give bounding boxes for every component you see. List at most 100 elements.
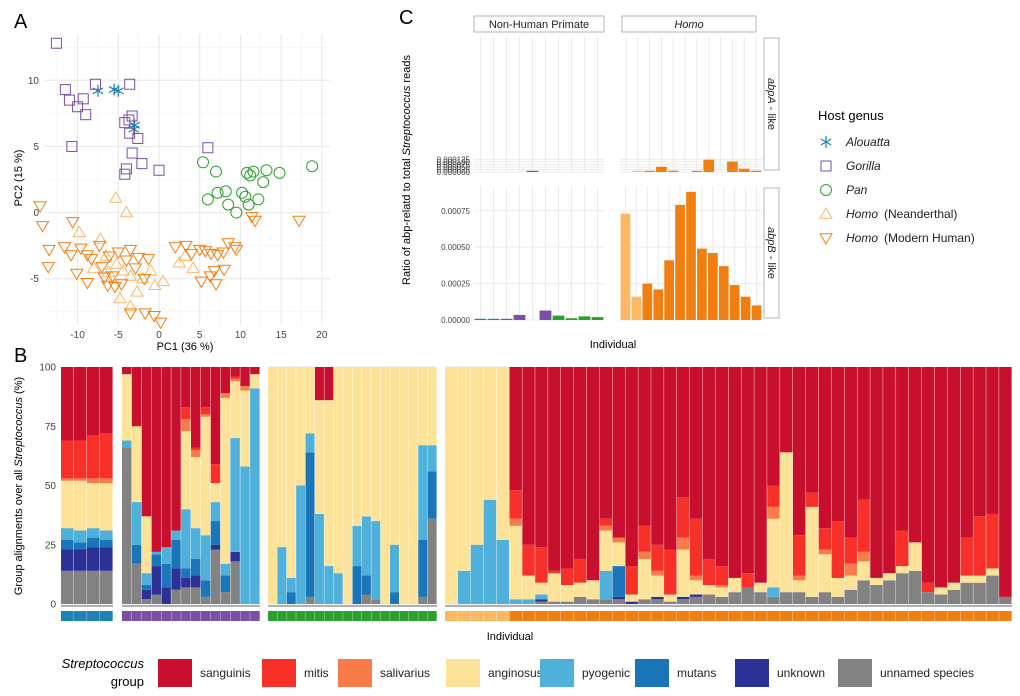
stack-segment-unnamed [741, 587, 755, 604]
host-strip-cell [427, 611, 437, 621]
legend-label: mutans [677, 666, 716, 680]
scatter-point [126, 110, 138, 122]
host-strip-cell [805, 611, 819, 621]
stack-segment-mitis [181, 407, 191, 420]
stack-segment-anginosus [883, 573, 897, 581]
scatter-point [207, 266, 222, 278]
marker-circle [306, 160, 319, 173]
stack-segment-sanguinis [230, 367, 241, 377]
marker-triangle-down [95, 262, 109, 274]
marker-triangle-down [178, 240, 193, 253]
stack-segment-mitis [535, 547, 549, 583]
stack-segment-anginosus [343, 367, 353, 604]
stack-segment-unknown [191, 575, 201, 588]
stack-segment-mitis [100, 433, 113, 479]
stack-segment-anginosus [844, 575, 858, 590]
scatter-point [50, 37, 62, 49]
stack-segment-unnamed [728, 592, 742, 604]
stack-segment-unnamed [831, 596, 845, 604]
stack-segment-pyogenic [131, 502, 142, 545]
stack-segment-sanguinis [870, 367, 884, 578]
stack-segment-sanguinis [844, 367, 858, 538]
stack-segment-anginosus [483, 367, 497, 500]
stack-segment-mitis [599, 518, 613, 526]
marker-triangle-down [108, 281, 122, 294]
scatter-point [113, 291, 127, 304]
stack-segment-unknown [230, 551, 241, 562]
stack-segment-anginosus [296, 367, 306, 486]
stack-segment-unnamed [986, 575, 1000, 604]
stack-segment-salivarius [230, 378, 241, 382]
scatter-point [196, 156, 209, 169]
y-tick-label: -5 [30, 274, 39, 285]
host-strip-cell [305, 611, 315, 621]
stack-segment-unnamed [934, 594, 948, 604]
stack-segment-anginosus [324, 400, 334, 567]
stack-segment-unnamed [973, 582, 987, 604]
marker-triangle-down [194, 276, 209, 289]
stack-segment-pyogenic [141, 573, 152, 586]
abp-bar [751, 305, 762, 320]
marker-circle [219, 185, 232, 198]
scatter-point [64, 250, 78, 262]
marker-square [80, 109, 92, 121]
stack-segment-mitis [74, 440, 87, 479]
abp-bar [552, 315, 565, 320]
stack-segment-anginosus [87, 483, 100, 529]
scatter-point [89, 78, 101, 90]
stack-segment-salivarius [792, 575, 806, 581]
stack-segment-pyogenic [171, 530, 182, 541]
stack-segment-mitis [638, 525, 652, 552]
host-strip-cell [702, 611, 716, 621]
stack-segment-sanguinis [87, 367, 100, 436]
facet-row-label-rest: - like [765, 104, 777, 130]
stack-segment-unknown [141, 589, 152, 600]
stack-segment-unknown [625, 601, 639, 604]
legend-swatch-pyogenic [540, 659, 574, 687]
marker-square [77, 93, 89, 105]
marker-triangle-down [221, 238, 236, 250]
scatter-point [217, 264, 232, 277]
scatter-point [33, 201, 47, 213]
marker-triangle-up [108, 191, 123, 203]
stack-segment-pyogenic [496, 540, 510, 604]
marker-square [72, 101, 84, 113]
stack-segment-anginosus [986, 568, 1000, 576]
host-strip-cell [399, 611, 409, 621]
stack-segment-sanguinis [651, 367, 665, 545]
marker-triangle-up [143, 263, 158, 276]
facet-row-label: abpB - like [765, 227, 777, 279]
scatter-point [77, 93, 89, 105]
stack-segment-mitis [548, 570, 561, 574]
marker-square [119, 117, 131, 129]
stack-segment-sanguinis [200, 367, 211, 408]
stack-segment-pyogenic [210, 502, 221, 522]
stack-segment-anginosus [573, 582, 587, 597]
stack-segment-pyogenic [352, 525, 362, 567]
host-strip-cell [818, 611, 832, 621]
x-tick-label: 0 [156, 330, 162, 341]
x-tick-label: 20 [316, 330, 328, 341]
scatter-point [221, 238, 236, 250]
stack-segment-sanguinis [780, 367, 793, 453]
stack-segment-anginosus [960, 575, 974, 583]
stack-segment-anginosus [831, 577, 845, 597]
stack-segment-sanguinis [131, 367, 142, 427]
stack-segment-unnamed [780, 592, 793, 604]
scatter-point [92, 84, 104, 97]
stack-segment-sanguinis [240, 367, 251, 386]
stack-segment-pyogenic [361, 516, 372, 576]
scatter-point [119, 168, 131, 180]
host-strip-cell [612, 611, 626, 621]
host-strip-cell [87, 611, 100, 621]
stack-segment-anginosus [305, 367, 315, 434]
host-strip-cell [986, 611, 1000, 621]
marker-triangle-down [292, 215, 306, 228]
stack-segment-sanguinis [141, 367, 152, 517]
legend-key-triangle-down [819, 233, 833, 245]
stack-segment-anginosus [702, 585, 716, 595]
stack-segment-anginosus [220, 397, 231, 564]
abp-bar [675, 204, 685, 320]
stack-segment-unnamed [960, 582, 974, 604]
stack-segment-salivarius [715, 585, 729, 588]
